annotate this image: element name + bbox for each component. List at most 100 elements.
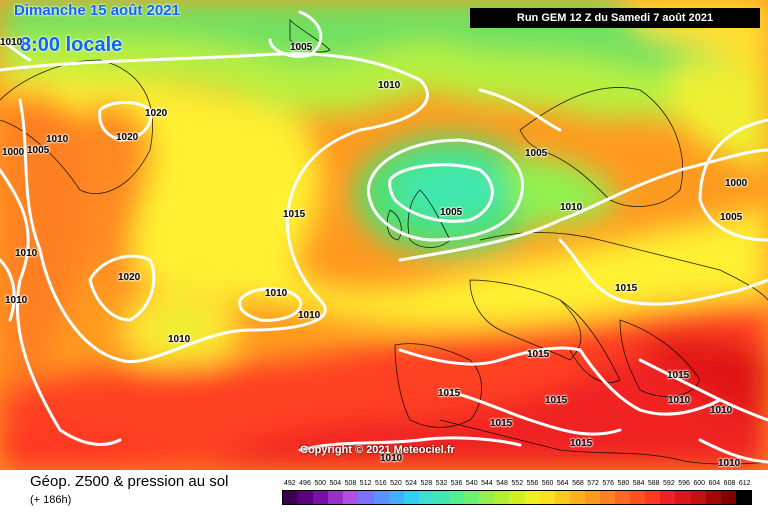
isobar-label: 1015 [615, 283, 638, 294]
color-legend: 492 496 500 504 508 512 516 520 524 528 532 536 540 5… [282, 480, 752, 508]
forecast-date: Dimanche 15 août 2021 [14, 2, 180, 19]
legend-swatch [373, 491, 389, 504]
isobar-label: 1020 [145, 108, 168, 119]
isobar-label: 1010 [265, 288, 288, 299]
isobar-label: 1010 [0, 37, 23, 48]
isobar-label: 1015 [545, 395, 568, 406]
legend-swatch [524, 491, 540, 504]
legend-swatch [660, 491, 676, 504]
legend-value: 536 [450, 480, 463, 487]
legend-value: 504 [329, 480, 342, 487]
isobar-label: 1010 [298, 310, 321, 321]
isobar-label: 1005 [27, 145, 50, 156]
isobar-label: 1015 [667, 370, 690, 381]
legend-swatch [599, 491, 616, 504]
isobar-label: 1020 [116, 132, 139, 143]
isobar-label: 1015 [570, 438, 593, 449]
legend-value: 524 [405, 480, 417, 487]
legend-swatch [509, 491, 525, 504]
isobar-label: 1010 [710, 405, 733, 416]
forecast-time: 8:00 locale [20, 34, 123, 56]
isobar-label: 1005 [440, 207, 463, 218]
legend-swatch [403, 491, 419, 504]
isobar-label: 1010 [560, 202, 583, 213]
legend-swatch [615, 491, 631, 504]
legend-value: 552 [511, 480, 524, 487]
legend-value: 544 [481, 480, 493, 487]
copyright-text: Copyright © 2021 Meteociel.fr [300, 444, 455, 456]
isobar-label: 1015 [283, 209, 306, 220]
legend-swatch [735, 491, 751, 504]
legend-swatch [554, 491, 570, 504]
legend-swatch [298, 491, 314, 504]
isobar-label: 1000 [725, 178, 748, 189]
legend-value: 576 [602, 480, 615, 487]
isobar-label: 1010 [718, 458, 741, 469]
legend-labels: 492 496 500 504 508 512 516 520 524 528 532 536 540 5… [282, 480, 752, 490]
isobar-label: 1010 [15, 248, 38, 259]
legend-value: 568 [572, 480, 584, 487]
isobar-label: 1015 [438, 388, 461, 399]
forecast-hour: (+ 186h) [30, 494, 72, 506]
legend-value: 520 [390, 480, 402, 487]
legend-value: 584 [632, 480, 645, 487]
isobar-label: 1010 [46, 134, 69, 145]
map-canvas [0, 0, 768, 470]
isobar-label: 1010 [168, 334, 191, 345]
isobar-label: 1010 [378, 80, 401, 91]
legend-value: 572 [587, 480, 599, 487]
legend-swatch [343, 491, 359, 504]
legend-value: 600 [693, 480, 706, 487]
isobar-label: 1005 [720, 212, 743, 223]
legend-swatch [690, 491, 706, 504]
coastlines [0, 19, 768, 465]
legend-swatch [569, 491, 585, 504]
legend-bar [282, 490, 752, 505]
legend-value: 560 [541, 480, 554, 487]
legend-swatch [645, 491, 661, 504]
legend-value: 496 [299, 480, 311, 487]
legend-value: 580 [617, 480, 630, 487]
legend-swatch [494, 491, 510, 504]
legend-swatch [328, 491, 344, 504]
legend-swatch [313, 491, 329, 504]
legend-swatch [539, 491, 555, 504]
legend-value: 548 [496, 480, 508, 487]
legend-swatch [675, 491, 691, 504]
legend-swatch [449, 491, 465, 504]
legend-value: 588 [647, 480, 660, 487]
legend-swatch [433, 491, 450, 504]
legend-swatch [705, 491, 721, 504]
legend-value: 516 [374, 480, 387, 487]
legend-value: 508 [344, 480, 357, 487]
legend-swatch [388, 491, 404, 504]
legend-swatch [630, 491, 646, 504]
isobar-label: 1000 [2, 147, 25, 158]
isobar-label: 1005 [525, 148, 548, 159]
legend-value: 492 [284, 480, 296, 487]
isobar-label: 1010 [5, 295, 28, 306]
z500-shading [0, 0, 768, 470]
legend-swatch [479, 491, 495, 504]
legend-value: 608 [723, 480, 736, 487]
legend-swatch [464, 491, 480, 504]
legend-value: 604 [708, 480, 721, 487]
legend-value: 596 [678, 480, 690, 487]
legend-value: 528 [420, 480, 433, 487]
run-banner: Run GEM 12 Z du Samedi 7 août 2021 [470, 8, 760, 28]
isobars [0, 10, 768, 464]
legend-value: 500 [314, 480, 326, 487]
isobar-label: 1010 [668, 395, 691, 406]
legend-value: 564 [556, 480, 569, 487]
isobar-label: 1005 [290, 42, 313, 53]
legend-swatch [418, 491, 434, 504]
isobar-label: 1015 [527, 349, 550, 360]
isobar-label: 1010 [380, 453, 403, 464]
legend-value: 592 [663, 480, 675, 487]
legend-swatch [720, 491, 736, 504]
map-title: Géop. Z500 & pression au sol [30, 473, 229, 490]
legend-value: 512 [359, 480, 372, 487]
weather-map: Dimanche 15 août 2021 8:00 locale Run GE… [0, 0, 768, 470]
isobar-label: 1015 [490, 418, 513, 429]
legend-value: 532 [435, 480, 448, 487]
